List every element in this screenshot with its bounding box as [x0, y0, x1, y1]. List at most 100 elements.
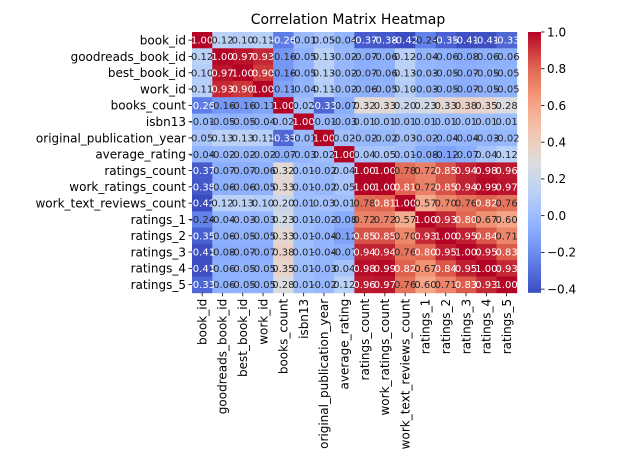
heatmap-cell-3-4	[273, 80, 294, 98]
cell-annotation-10-12: 0.70	[435, 199, 457, 210]
heatmap-cell-5-11	[415, 113, 436, 131]
cell-annotation-13-11: 0.80	[414, 248, 436, 259]
heatmap-cell-0-15	[496, 32, 518, 49]
row-label-books_count: books_count	[111, 99, 187, 113]
cell-annotation-13-8: 0.94	[353, 248, 375, 259]
heatmap-cell-6-11	[415, 129, 436, 147]
heatmap-cell-9-15	[496, 178, 518, 196]
heatmap-cell-9-4	[273, 178, 294, 196]
cell-annotation-4-2: -0.16	[230, 101, 256, 112]
heatmap-cell-14-1	[212, 260, 233, 277]
colorbar-tick-label: 0.6	[547, 99, 566, 113]
column-label-ratings_3: ratings_3	[459, 299, 473, 354]
heatmap-cell-15-8	[354, 276, 376, 294]
cell-annotation-2-5: -0.05	[291, 68, 317, 79]
heatmap-cell-5-2	[232, 113, 254, 131]
cell-annotation-9-3: -0.05	[250, 182, 276, 193]
cell-annotation-4-7: -0.07	[331, 101, 357, 112]
heatmap-cell-9-11	[415, 178, 436, 196]
heatmap-cell-3-7	[334, 80, 355, 98]
heatmap-cell-13-7	[334, 243, 355, 261]
cell-annotation-15-5: 0.01	[293, 280, 315, 291]
cell-annotation-10-10: 1.00	[394, 199, 416, 210]
heatmap-cell-12-5	[293, 227, 315, 245]
cell-annotation-5-9: 0.01	[374, 117, 396, 128]
heatmap-cell-13-3	[252, 243, 274, 261]
heatmap-cell-14-9	[374, 260, 396, 277]
heatmap-cell-5-5	[293, 113, 315, 131]
heatmap-cell-10-3	[252, 195, 274, 212]
cell-annotation-4-15: 0.28	[496, 101, 518, 112]
heatmap-cell-11-1	[212, 211, 233, 228]
cell-annotation-14-15: 0.93	[496, 264, 518, 275]
heatmap-cell-15-4	[273, 276, 294, 294]
cell-annotation-0-3: 0.11	[252, 36, 274, 47]
heatmap-cell-7-15	[496, 146, 518, 163]
cell-annotation-4-5: 0.02	[293, 101, 315, 112]
heatmap-cell-15-9	[374, 276, 396, 294]
cell-annotation-10-1: 0.12	[211, 199, 233, 210]
heatmap-cell-4-4	[273, 97, 294, 114]
heatmap-cell-15-7	[334, 276, 355, 294]
cell-annotation-13-6: -0.04	[311, 248, 337, 259]
heatmap-cell-14-12	[435, 260, 457, 277]
cell-annotation-12-4: 0.33	[272, 231, 294, 242]
colorbar	[528, 32, 541, 293]
heatmap-cell-15-6	[313, 276, 335, 294]
row-label-book_id: book_id	[140, 33, 186, 47]
cell-annotation-4-12: 0.33	[435, 101, 457, 112]
cell-annotation-12-13: 0.95	[455, 231, 477, 242]
cell-annotation-15-6: -0.02	[311, 280, 337, 291]
cell-annotation-9-8: 1.00	[353, 182, 375, 193]
heatmap-cell-2-6	[313, 64, 335, 82]
column-label-work_ratings_count: work_ratings_count	[378, 299, 392, 416]
cell-annotation-13-0: -0.41	[189, 248, 215, 259]
cell-annotation-5-6: -0.01	[311, 117, 337, 128]
heatmap-cell-4-9	[374, 97, 396, 114]
cell-annotation-5-8: 0.01	[353, 117, 375, 128]
heatmap-cell-14-6	[313, 260, 335, 277]
cell-annotation-13-7: -0.07	[331, 248, 357, 259]
heatmap-cell-2-2	[232, 64, 254, 82]
cell-annotation-3-8: -0.06	[352, 85, 378, 96]
cell-annotation-4-9: 0.33	[374, 101, 396, 112]
heatmap-cell-7-11	[415, 146, 436, 163]
heatmap-cell-5-4	[273, 113, 294, 131]
heatmap-cell-2-12	[435, 64, 457, 82]
heatmap-cell-14-15	[496, 260, 518, 277]
heatmap-cell-3-1	[212, 80, 233, 98]
cell-annotation-1-7: -0.02	[331, 52, 357, 63]
heatmap-cell-9-12	[435, 178, 457, 196]
cell-annotation-8-4: 0.32	[272, 166, 294, 177]
heatmap-cell-1-10	[395, 48, 416, 65]
heatmap-cell-7-9	[374, 146, 396, 163]
cell-annotation-1-6: 0.13	[313, 52, 335, 63]
heatmap-cell-0-14	[476, 32, 497, 49]
cell-annotation-2-4: -0.16	[270, 68, 296, 79]
cell-annotation-9-1: -0.06	[210, 182, 236, 193]
heatmap-cell-3-2	[232, 80, 254, 98]
heatmap-cell-12-8	[354, 227, 376, 245]
heatmap-cell-4-14	[476, 97, 497, 114]
cell-annotation-14-10: 0.82	[394, 264, 416, 275]
cell-annotation-13-12: 0.95	[435, 248, 457, 259]
column-label-best_book_id: best_book_id	[236, 299, 250, 377]
cell-annotation-5-13: 0.01	[455, 117, 477, 128]
heatmap-cell-2-4	[273, 64, 294, 82]
heatmap-cell-11-9	[374, 211, 396, 228]
cell-annotation-11-1: -0.04	[210, 215, 236, 226]
heatmap-cell-12-12	[435, 227, 457, 245]
heatmap-cell-0-5	[293, 32, 315, 49]
heatmap-cell-11-11	[415, 211, 436, 228]
heatmap-cell-2-9	[374, 64, 396, 82]
heatmap-cell-3-8	[354, 80, 376, 98]
heatmap-cell-4-1	[212, 97, 233, 114]
column-label-isbn13: isbn13	[297, 299, 311, 339]
heatmap-cell-13-11	[415, 243, 436, 261]
cell-annotation-6-12: -0.04	[433, 133, 459, 144]
heatmap-cell-14-7	[334, 260, 355, 277]
cell-annotation-11-14: 0.67	[475, 215, 497, 226]
cell-annotation-8-2: -0.07	[230, 166, 256, 177]
cell-annotation-3-7: -0.02	[331, 85, 357, 96]
heatmap-cell-14-5	[293, 260, 315, 277]
